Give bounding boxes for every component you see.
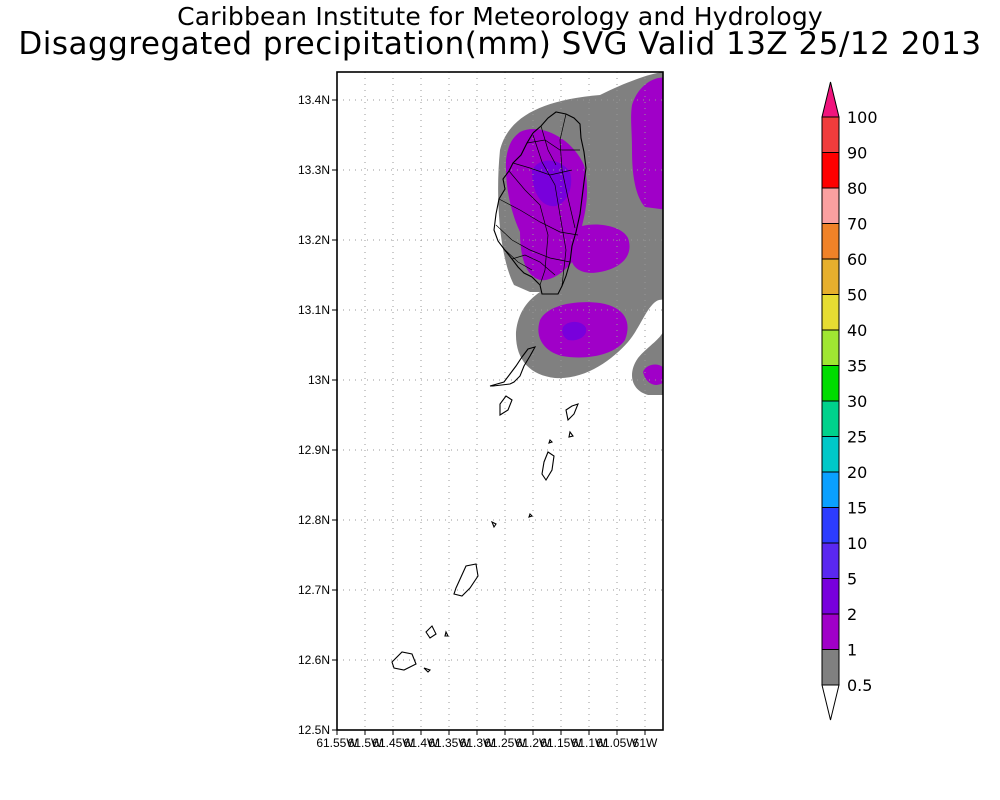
legend-swatch (821, 365, 840, 402)
legend-level-label: 10 (847, 534, 867, 553)
legend-level-label: 0.5 (847, 676, 872, 695)
lat-label: 12.5N (298, 723, 330, 737)
legend-swatch (821, 436, 840, 473)
lon-label: 61.05W (596, 736, 638, 750)
petite-martinique-outline (490, 520, 497, 529)
lon-label: 61.4W (404, 736, 439, 750)
legend-level-label: 90 (847, 144, 867, 163)
legend-level-label: 60 (847, 250, 867, 269)
legend-swatch (821, 294, 840, 331)
longitude-axis: 61.55W61.5W61.45W61.4W61.35W61.3W61.25W6… (316, 730, 658, 750)
lat-label: 13.3N (298, 163, 330, 177)
small-islet-2 (444, 630, 449, 637)
lon-label: 61.15W (540, 736, 582, 750)
lat-label: 12.9N (298, 443, 330, 457)
map-grid (337, 72, 663, 730)
legend-below-triangle (821, 684, 840, 721)
legend-level-label: 5 (847, 570, 857, 589)
legend-level-label: 80 (847, 179, 867, 198)
legend-level-label: 35 (847, 357, 867, 376)
legend-swatch (821, 613, 840, 650)
small-islet-3 (548, 438, 554, 444)
small-islet-1 (423, 667, 432, 673)
legend-level-label: 70 (847, 215, 867, 234)
lon-label: 61.55W (316, 736, 358, 750)
grenada-north-islets (425, 625, 437, 639)
legend-swatch (821, 116, 840, 153)
bequia-outline (489, 346, 537, 387)
precipitation-shading (498, 72, 663, 395)
lon-label: 61.45W (372, 736, 414, 750)
legend-level-label: 30 (847, 392, 867, 411)
union-outline (541, 451, 555, 482)
lon-label: 61.5W (348, 736, 383, 750)
lon-label: 61.3W (460, 736, 495, 750)
legend-swatch (821, 578, 840, 615)
legend-level-label: 25 (847, 428, 867, 447)
legend-swatch (821, 258, 840, 295)
small-islet-5 (568, 430, 574, 438)
lon-label: 61.1W (572, 736, 607, 750)
legend-swatch (821, 400, 840, 437)
legend-level-label: 2 (847, 605, 857, 624)
title-line-1: Caribbean Institute for Meteorology and … (177, 2, 823, 31)
lat-label: 13.1N (298, 303, 330, 317)
lat-label: 12.6N (298, 653, 330, 667)
legend-swatch (821, 187, 840, 224)
lat-label: 12.8N (298, 513, 330, 527)
legend-swatch (821, 542, 840, 579)
lat-label: 13N (308, 373, 330, 387)
title-line-2: Disaggregated precipitation(mm) SVG Vali… (18, 26, 982, 62)
legend-level-label: 50 (847, 286, 867, 305)
legend-swatch (821, 471, 840, 508)
small-islet-4 (528, 512, 534, 518)
legend-level-label: 100 (847, 108, 878, 127)
lon-label: 61W (633, 736, 658, 750)
legend-above-triangle (821, 81, 840, 118)
st-vincent-outline (493, 111, 587, 295)
map-frame (336, 71, 664, 731)
legend-level-label: 15 (847, 499, 867, 518)
legend-swatch (821, 223, 840, 260)
canouan-outline (565, 403, 579, 422)
mustique-outline (499, 395, 513, 416)
legend-level-label: 40 (847, 321, 867, 340)
lat-label: 13.4N (298, 93, 330, 107)
legend-swatch (821, 649, 840, 686)
lat-label: 13.2N (298, 233, 330, 247)
lon-label: 61.35W (428, 736, 470, 750)
lon-label: 61.2W (516, 736, 551, 750)
legend-swatch (821, 152, 840, 189)
grenadines-south-islet (391, 651, 417, 671)
carriacou-outline (453, 563, 479, 597)
lat-label: 12.7N (298, 583, 330, 597)
parish-boundaries (495, 113, 580, 287)
legend-level-label: 20 (847, 463, 867, 482)
legend-swatch (821, 507, 840, 544)
latitude-axis: 13.4N 13.3N 13.2N 13.1N 13N 12.9N 12.8N 12.7N 12… (298, 93, 337, 737)
shade-1mm (505, 77, 663, 385)
legend-swatch (821, 329, 840, 366)
lon-label: 61.25W (484, 736, 526, 750)
coastline-outline (391, 111, 587, 673)
legend-level-label: 1 (847, 641, 857, 660)
